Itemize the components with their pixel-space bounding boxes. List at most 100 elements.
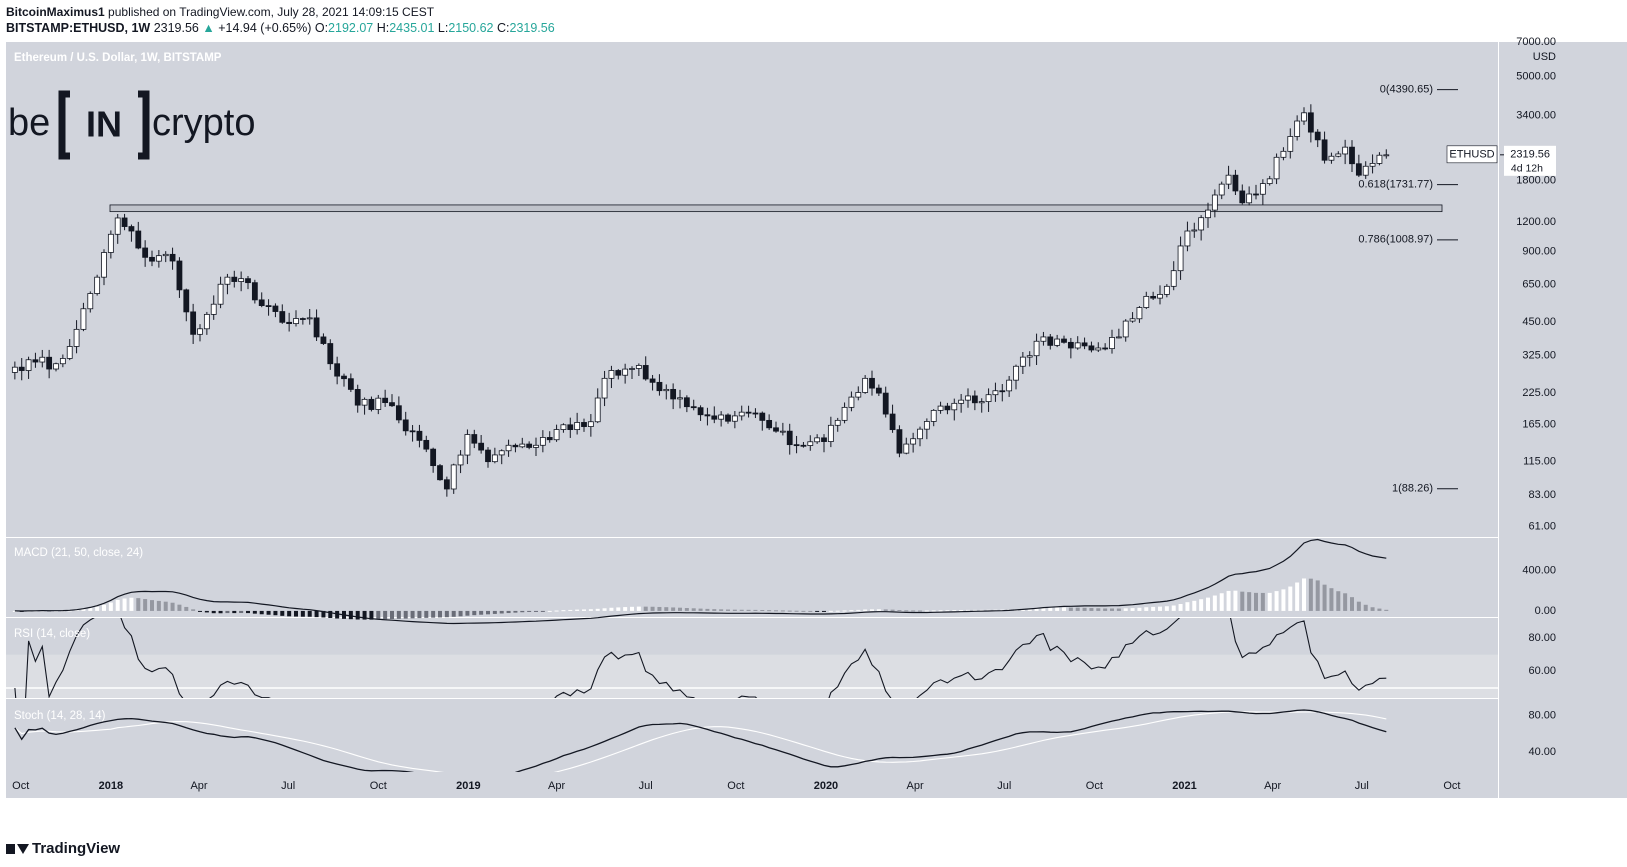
candle-body [601,377,608,399]
candle-body [958,399,965,404]
macd-histogram-bar [1247,592,1252,611]
rsi-tick-label: 80.00 [1528,632,1556,644]
candle-body [80,308,87,330]
macd-histogram-bar [616,607,621,611]
candle [855,386,862,401]
candle [971,390,978,411]
candle [992,382,999,402]
candle-body [766,419,773,429]
candle-body [807,441,814,446]
candle [786,423,793,455]
macd-histogram-bar [246,610,250,614]
candle [505,439,512,457]
candle [814,434,821,444]
candle-body [773,427,779,432]
macd-histogram-bar [362,610,367,620]
pane-stoch [6,699,1498,772]
candle-body [725,414,731,422]
candle [327,339,334,370]
candle [1136,306,1143,323]
candle-body [341,375,347,380]
candle-body [1122,320,1129,338]
candle-body [1287,136,1294,152]
candle [1047,333,1054,350]
resistance-zone [109,204,1443,213]
macd-histogram-bar [335,610,340,619]
macd-histogram-bar [650,606,655,611]
macd-histogram-bar [739,609,744,611]
candle [766,414,773,430]
stoch-tick-label: 80.00 [1528,709,1556,721]
candle-body [265,305,272,307]
candle [101,249,107,286]
macd-histogram-bar [1329,588,1334,611]
candle [375,394,382,415]
candle-body [635,365,642,369]
candle-body [382,397,389,404]
rsi-tick-label: 60.00 [1528,665,1556,677]
macd-histogram-bar [239,610,244,614]
ohlc-close-label: C: [497,21,510,35]
macd-histogram-bar [294,610,298,617]
candle-body [553,429,560,441]
candle-body [491,454,498,463]
macd-histogram-bar [115,599,120,611]
publisher-name[interactable]: BitcoinMaximus1 [6,5,105,19]
candle-body [910,438,917,445]
macd-line [14,538,1387,625]
candle [1198,215,1205,241]
stoch-k-line [14,709,1387,772]
candle [1307,104,1314,143]
candle-body [121,217,128,227]
candle-body [546,437,553,441]
candle-body [176,260,183,291]
macd-histogram-bar [719,609,724,611]
candle-body [1170,270,1177,287]
macd-tick-label: 400.00 [1522,564,1556,576]
candle [697,405,704,421]
candle [896,425,903,458]
candle-body [32,359,39,363]
candle-body [608,370,615,379]
macd-histogram-bar [1226,590,1231,611]
candle-body [66,346,73,359]
candle [903,437,910,455]
candle [1102,343,1109,351]
macd-histogram-bar [1281,589,1286,611]
candle-body [615,370,622,376]
candle [320,333,327,345]
macd-histogram-bar [828,610,833,612]
macd-histogram-bar [1130,608,1135,611]
price-tick-label: 900.00 [1522,245,1556,257]
candle-body [1321,139,1328,161]
candle-body [855,392,862,398]
macd-histogram-bar [136,598,141,611]
candle-body [718,414,725,420]
candle [965,388,971,408]
candle-body [1026,355,1033,358]
candle [553,424,560,442]
candle-body [478,442,485,451]
candle [1280,147,1287,161]
watermark-be: be [8,102,50,144]
candle [1239,184,1246,205]
ohlc-high-label: H: [376,21,390,35]
candle [827,416,834,448]
candle-body [875,387,882,394]
macd-histogram-bar [931,610,936,612]
candle [11,361,18,380]
candle [594,388,601,424]
candle [1294,115,1301,141]
candle [1232,169,1239,196]
macd-histogram-bar [822,610,826,612]
candle-body [1136,307,1143,320]
candle-body [299,318,306,320]
candle [1342,139,1349,165]
candle-body [587,421,594,427]
macd-histogram-bar [314,610,319,618]
tradingview-footer[interactable]: TradingView [6,840,120,857]
macd-histogram-bar [664,607,669,611]
candle-body [711,415,718,420]
candle-body [1129,318,1136,322]
